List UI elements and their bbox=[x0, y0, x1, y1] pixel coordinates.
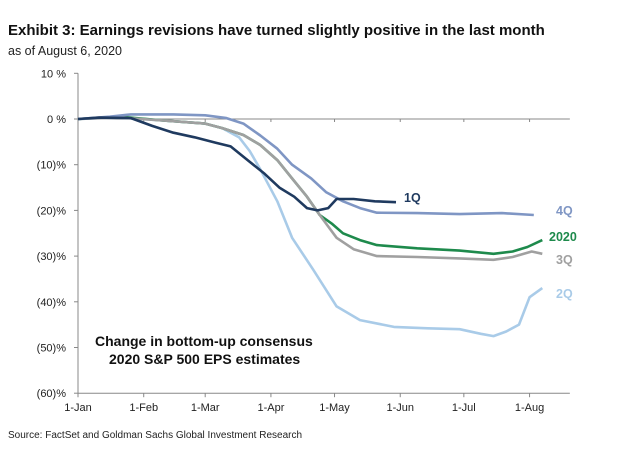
series-line-2Q bbox=[77, 116, 544, 338]
series-line-1Q bbox=[77, 116, 397, 212]
y-tick-label: (20)% bbox=[37, 205, 67, 217]
x-tick-label: 1-Jul bbox=[452, 402, 476, 414]
chart-subtitle: as of August 6, 2020 bbox=[8, 44, 122, 58]
series-label-2020: 2020 bbox=[549, 230, 577, 244]
x-tick-label: 1-Jan bbox=[64, 402, 92, 414]
y-tick-label: (50)% bbox=[37, 343, 67, 355]
series-line-3Q bbox=[77, 116, 543, 262]
series-label-4Q: 4Q bbox=[556, 204, 573, 218]
x-tick-label: 1-Aug bbox=[515, 402, 544, 414]
annotation-line-1: Change in bottom-up consensus bbox=[95, 333, 313, 349]
series-line-2020 bbox=[77, 115, 543, 256]
y-tick-label: (30)% bbox=[37, 251, 67, 263]
series-label-2Q: 2Q bbox=[556, 287, 573, 301]
series-line-4Q bbox=[77, 113, 534, 217]
annotation-line-2: 2020 S&P 500 EPS estimates bbox=[109, 351, 300, 367]
y-tick-label: (60)% bbox=[37, 388, 67, 400]
x-tick-label: 1-Apr bbox=[257, 402, 284, 414]
y-tick-label: (40)% bbox=[37, 297, 67, 309]
series-label-1Q: 1Q bbox=[404, 191, 421, 205]
x-tick-label: 1-Feb bbox=[129, 402, 158, 414]
x-tick-label: 1-May bbox=[319, 402, 350, 414]
source-note: Source: FactSet and Goldman Sachs Global… bbox=[8, 430, 303, 441]
chart-title: Exhibit 3: Earnings revisions have turne… bbox=[8, 22, 545, 39]
y-tick-label: 10 % bbox=[41, 68, 66, 80]
x-tick-label: 1-Jun bbox=[386, 402, 414, 414]
series-label-3Q: 3Q bbox=[556, 253, 573, 267]
x-tick-label: 1-Mar bbox=[191, 402, 220, 414]
y-tick-label: 0 % bbox=[47, 114, 66, 126]
y-tick-label: (10)% bbox=[37, 160, 67, 172]
